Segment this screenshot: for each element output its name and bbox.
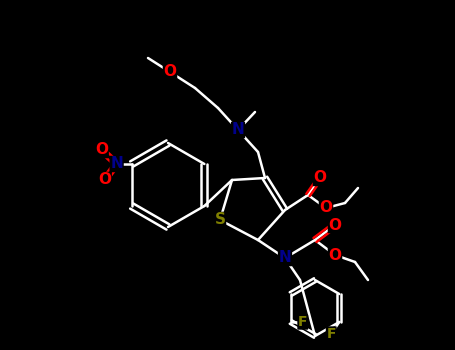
Text: S: S: [214, 212, 226, 228]
Text: O: O: [329, 217, 342, 232]
Text: O: O: [163, 64, 177, 79]
Text: N: N: [232, 122, 244, 138]
Text: F: F: [298, 315, 308, 329]
Text: O: O: [95, 142, 108, 158]
Text: O: O: [329, 247, 342, 262]
Text: O: O: [319, 201, 333, 216]
Text: O: O: [98, 173, 111, 188]
Text: F: F: [327, 327, 336, 341]
Text: N: N: [110, 156, 123, 172]
Text: N: N: [278, 251, 291, 266]
Text: O: O: [313, 170, 327, 186]
